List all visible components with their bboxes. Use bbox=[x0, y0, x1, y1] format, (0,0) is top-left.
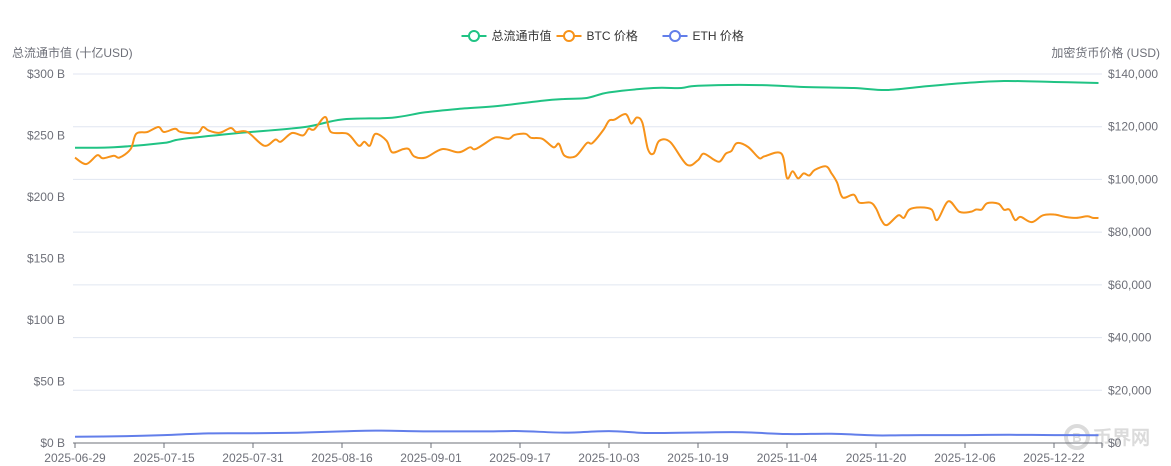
legend-item-1[interactable]: BTC 价格 bbox=[556, 28, 638, 43]
x-tick-label: 2025-09-17 bbox=[489, 451, 551, 465]
series-line-1 bbox=[74, 113, 1099, 227]
legend-label: ETH 价格 bbox=[693, 28, 744, 43]
left-axis-title: 总流通市值 (十亿USD) bbox=[12, 45, 133, 60]
left-tick-label: $250 B bbox=[27, 129, 65, 143]
svg-text:B: B bbox=[1072, 430, 1081, 445]
right-tick-label: $100,000 bbox=[1108, 172, 1158, 186]
x-tick-label: 2025-10-19 bbox=[667, 451, 729, 465]
watermark-logo: B 币界网 bbox=[1064, 424, 1150, 450]
left-tick-label: $100 B bbox=[27, 313, 65, 327]
legend-circle-icon bbox=[468, 30, 480, 42]
legend-label: BTC 价格 bbox=[587, 28, 638, 43]
x-tick-label: 2025-06-29 bbox=[44, 451, 106, 465]
x-tick-label: 2025-10-03 bbox=[578, 451, 640, 465]
right-tick-label: $20,000 bbox=[1108, 383, 1152, 397]
right-axis-title: 加密货币价格 (USD) bbox=[1051, 45, 1160, 60]
legend-item-0[interactable]: 总流通市值 bbox=[461, 28, 552, 43]
right-tick-label: $120,000 bbox=[1108, 120, 1158, 134]
left-tick-label: $50 B bbox=[34, 375, 65, 389]
right-tick-label: $0 bbox=[1108, 436, 1122, 450]
left-tick-label: $200 B bbox=[27, 190, 65, 204]
axes: $0 $20,000 $40,000 $60,000 $80,000 $100,000 $1… bbox=[27, 67, 1158, 465]
x-tick-label: 2025-11-04 bbox=[757, 451, 818, 465]
right-tick-label: $80,000 bbox=[1108, 225, 1152, 239]
x-tick-label: 2025-12-22 bbox=[1023, 451, 1085, 465]
x-tick-label: 2025-12-06 bbox=[934, 451, 996, 465]
right-tick-label: $140,000 bbox=[1108, 67, 1158, 81]
legend-circle-icon bbox=[563, 30, 575, 42]
series-line-2 bbox=[74, 429, 1099, 438]
legend-circle-icon bbox=[669, 30, 681, 42]
gridlines bbox=[73, 73, 1102, 391]
left-tick-label: $0 B bbox=[40, 436, 65, 450]
x-tick-label: 2025-08-16 bbox=[311, 451, 373, 465]
series-lines bbox=[74, 79, 1099, 438]
left-tick-label: $300 B bbox=[27, 67, 65, 81]
x-tick-label: 2025-09-01 bbox=[400, 451, 462, 465]
left-tick-label: $150 B bbox=[27, 252, 65, 266]
legend-item-2[interactable]: ETH 价格 bbox=[662, 28, 744, 43]
legend-label: 总流通市值 bbox=[492, 28, 552, 43]
series-line-0 bbox=[74, 79, 1099, 149]
x-tick-label: 2025-11-20 bbox=[846, 451, 907, 465]
watermark-text: 币界网 bbox=[1093, 427, 1150, 449]
right-tick-label: $40,000 bbox=[1108, 331, 1152, 345]
x-tick-label: 2025-07-15 bbox=[133, 451, 195, 465]
legend: 总流通市值 BTC 价格 ETH 价格 bbox=[461, 28, 744, 43]
x-tick-label: 2025-07-31 bbox=[222, 451, 284, 465]
right-tick-label: $60,000 bbox=[1108, 278, 1152, 292]
